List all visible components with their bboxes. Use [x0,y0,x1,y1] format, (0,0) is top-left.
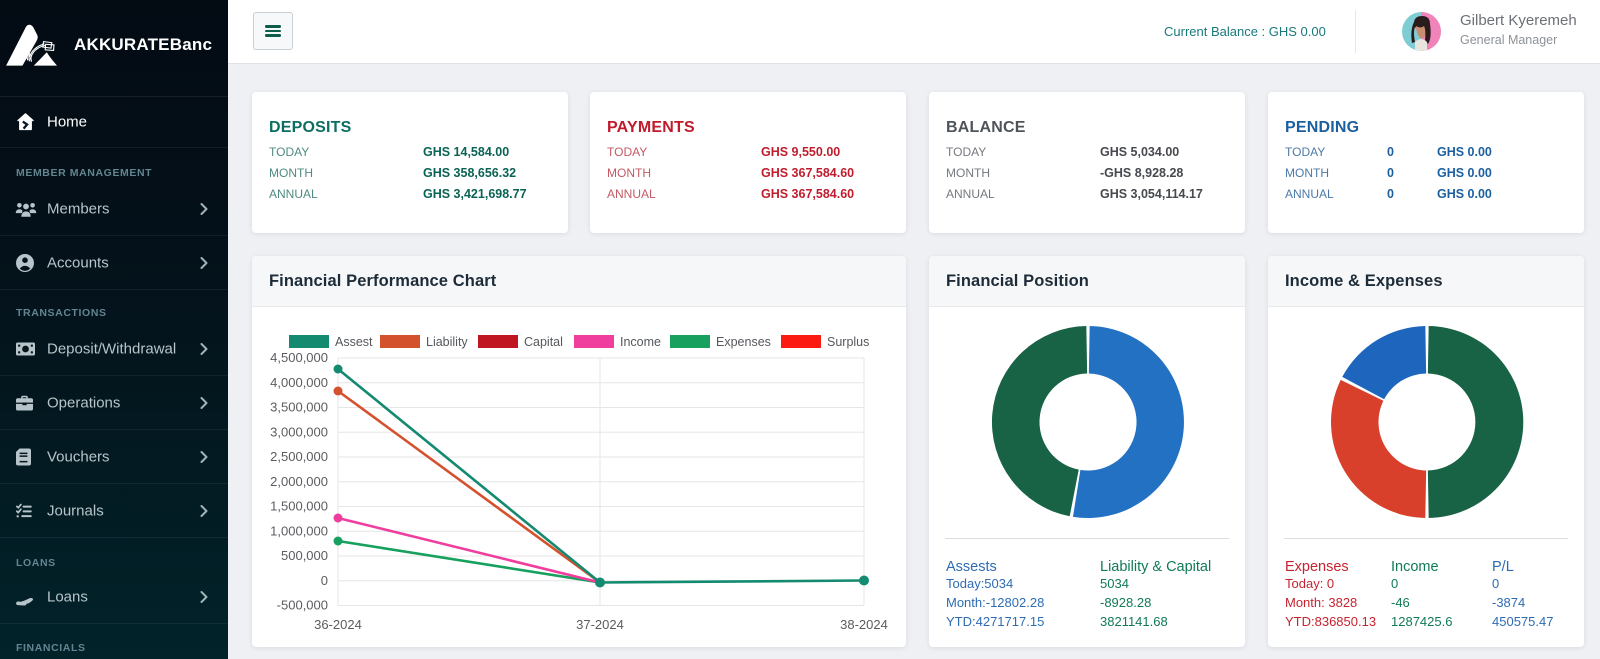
svg-text:3,000,000: 3,000,000 [270,424,328,439]
svg-text:1,000,000: 1,000,000 [270,523,328,538]
svg-text:0: 0 [321,573,328,588]
svg-text:4,000,000: 4,000,000 [270,375,328,390]
svg-text:2,000,000: 2,000,000 [270,474,328,489]
svg-text:36-2024: 36-2024 [314,617,362,632]
svg-text:Income: Income [620,335,661,349]
svg-text:Assest: Assest [335,335,373,349]
svg-text:Capital: Capital [524,335,563,349]
svg-text:1,500,000: 1,500,000 [270,499,328,514]
svg-text:Liability: Liability [426,335,468,349]
svg-text:37-2024: 37-2024 [576,617,624,632]
svg-text:3,500,000: 3,500,000 [270,400,328,415]
svg-text:500,000: 500,000 [281,548,328,563]
svg-text:Surplus: Surplus [827,335,869,349]
svg-text:2,500,000: 2,500,000 [270,449,328,464]
svg-text:4,500,000: 4,500,000 [270,350,328,365]
svg-text:Expenses: Expenses [716,335,771,349]
svg-text:-500,000: -500,000 [277,598,328,613]
svg-text:38-2024: 38-2024 [840,617,888,632]
